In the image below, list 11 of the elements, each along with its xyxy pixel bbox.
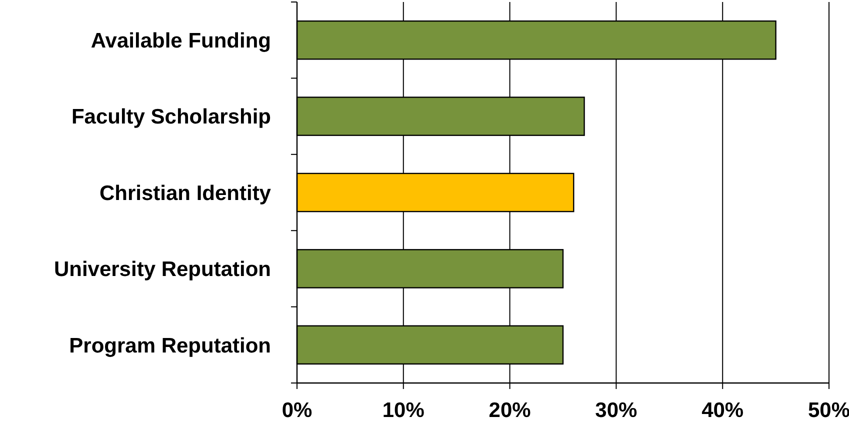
- y-tick-label: University Reputation: [54, 258, 271, 282]
- y-tick-label: Faculty Scholarship: [71, 106, 271, 129]
- x-tick-label: 40%: [702, 399, 744, 422]
- y-tick-label: Program Reputation: [69, 334, 271, 358]
- x-tick-label: 50%: [808, 399, 849, 422]
- x-tick-label: 0%: [282, 399, 312, 422]
- x-tick-label: 20%: [488, 399, 532, 422]
- y-tick-label: Available Funding: [90, 29, 271, 52]
- x-tick-label: 30%: [595, 399, 638, 422]
- y-tick-label: Christian Identity: [99, 182, 272, 205]
- x-tick-label: 10%: [382, 399, 425, 422]
